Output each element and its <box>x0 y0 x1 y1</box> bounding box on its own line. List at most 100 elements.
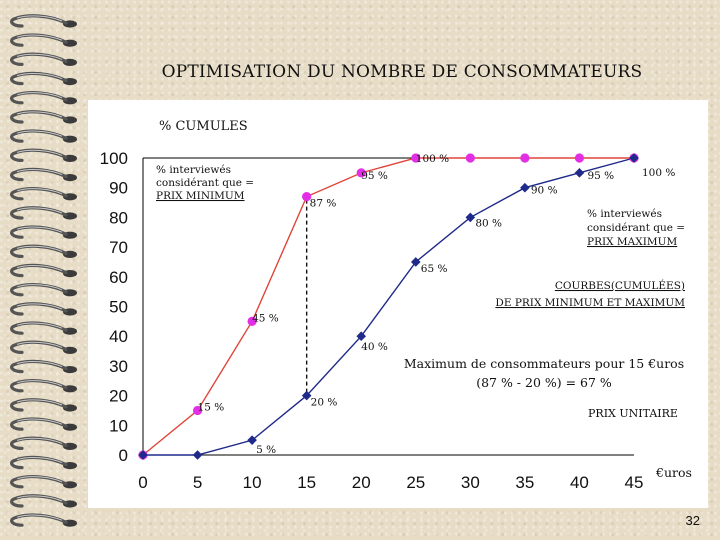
axis-ticks: 0 10 20 30 40 50 60 70 80 90 100 0 5 10 15 20 25 30 35 40 45 <box>100 149 644 492</box>
binding-ring <box>10 340 77 354</box>
binding-wire-highlight <box>16 437 63 444</box>
binding-wire-highlight <box>16 418 63 425</box>
binding-ring <box>10 417 77 431</box>
series-min-point <box>574 153 585 163</box>
binding-wire-highlight <box>16 72 63 80</box>
cumulative-price-chart: % CUMULES 0 10 20 30 40 50 60 70 80 90 100 0 5 10 15 20… <box>100 119 692 492</box>
x-tick-label: 5 <box>193 473 202 492</box>
binding-ring <box>10 513 77 527</box>
x-tick-label: 30 <box>461 473 480 492</box>
binding-wire-highlight <box>16 495 63 502</box>
slide-title: OPTIMISATION DU NOMBRE DE CONSOMMATEURS <box>161 62 643 82</box>
binding-wire-highlight <box>16 341 63 348</box>
binding-ring <box>10 110 77 124</box>
series-max-point <box>574 168 585 178</box>
binding-ring <box>10 167 77 182</box>
legend-max-line-2: considérant que = <box>587 222 685 234</box>
binding-ring <box>10 282 77 297</box>
binding-ring <box>10 359 77 374</box>
chart-panel: % CUMULES 0 10 20 30 40 50 60 70 80 90 100 0 5 10 15 20… <box>88 100 708 508</box>
binding-wire-highlight <box>16 53 63 60</box>
y-tick-label: 80 <box>109 208 128 227</box>
curves-title-line-2: DE PRIX MINIMUM ET MAXIMUM <box>495 297 685 309</box>
x-tick-label: 20 <box>352 473 371 492</box>
legend-max-line-3: PRIX MAXIMUM <box>587 236 677 248</box>
series-lines <box>142 157 635 456</box>
binding-ring <box>10 494 77 508</box>
y-tick-label: 0 <box>119 446 128 465</box>
binding-wire-highlight <box>16 207 63 214</box>
y-tick-label: 30 <box>109 357 128 376</box>
series-max-point <box>520 182 530 193</box>
binding-wire-highlight <box>16 34 63 41</box>
legend-min-line-1: % interviewés <box>156 164 231 176</box>
binding-ring <box>10 225 77 239</box>
binding-ring <box>10 33 77 47</box>
series-min-data-label: 45 % <box>252 312 279 324</box>
series-max-data-label: 95 % <box>587 170 614 182</box>
series-max-point <box>247 435 257 445</box>
binding-wire-highlight <box>16 226 63 233</box>
y-axis-title: % CUMULES <box>159 119 248 134</box>
binding-ring <box>10 455 77 470</box>
binding-ring <box>10 378 77 393</box>
binding-ring <box>10 206 77 220</box>
binding-ring <box>10 436 77 450</box>
unit-price-label: PRIX UNITAIRE <box>588 407 678 420</box>
series-min-data-label: 15 % <box>198 401 225 413</box>
binding-wire-highlight <box>16 111 63 118</box>
legend-min-line-2: considérant que = <box>156 177 254 189</box>
series-min-point <box>356 168 366 178</box>
binding-ring <box>10 398 77 412</box>
series-min-point <box>411 153 421 163</box>
y-tick-label: 40 <box>109 327 128 346</box>
legend-min-line-3: PRIX MINIMUM <box>156 190 245 202</box>
binding-wire-highlight <box>16 399 63 406</box>
legend-max-line-1: % interviewés <box>587 208 662 220</box>
x-tick-label: 35 <box>515 473 534 492</box>
binding-wire-highlight <box>16 456 63 464</box>
binding-wire-highlight <box>16 149 63 156</box>
binding-ring <box>10 321 77 335</box>
binding-ring <box>10 244 77 258</box>
x-tick-label: 25 <box>406 473 425 492</box>
series-max-data-label: 20 % <box>311 397 338 409</box>
binding-ring <box>10 52 77 66</box>
max-consumers-line-2: (87 % - 20 %) = 67 % <box>476 375 612 390</box>
page-number: 32 <box>685 513 700 528</box>
y-tick-label: 60 <box>109 268 128 287</box>
y-tick-label: 70 <box>109 238 128 257</box>
binding-wire-highlight <box>16 380 63 387</box>
series-min-point <box>192 405 203 416</box>
x-tick-label: 45 <box>625 473 644 492</box>
y-tick-label: 100 <box>100 149 128 168</box>
series-min-point <box>520 153 530 163</box>
max-consumers-line-1: Maximum de consommateurs pour 15 €uros <box>404 356 684 371</box>
series-max-line <box>143 157 635 456</box>
series-min-point <box>302 192 312 202</box>
binding-ring <box>10 71 77 86</box>
series-max-point <box>138 450 148 460</box>
binding-ring <box>10 186 77 201</box>
series-max-data-label: 90 % <box>531 185 558 197</box>
series-max-data-label: 65 % <box>421 263 448 275</box>
series-max-point <box>192 450 203 460</box>
series-max-point <box>465 212 476 223</box>
series-min-data-label: 100 % <box>416 153 449 165</box>
binding-wire-highlight <box>16 303 63 310</box>
series-min-data-label: 95 % <box>361 170 388 182</box>
x-tick-label: 40 <box>570 473 589 492</box>
binding-wire-highlight <box>16 514 63 521</box>
x-tick-label: 15 <box>297 473 316 492</box>
binding-wire-highlight <box>16 284 63 291</box>
series-max-data-label: 100 % <box>642 167 675 179</box>
binding-wire-highlight <box>16 130 63 137</box>
binding-ring <box>10 302 77 316</box>
binding-wire-highlight <box>16 264 63 272</box>
series-max-point <box>410 257 421 267</box>
point-labels: 15 % 45 % 87 % 95 % 100 % 5 % 20 % 40 % 65 % 80 %… <box>198 153 676 456</box>
series-max-point <box>301 390 312 401</box>
binding-wire-highlight <box>16 92 63 99</box>
series-max-data-label: 40 % <box>361 341 388 353</box>
x-axis-title: €uros <box>655 465 692 480</box>
